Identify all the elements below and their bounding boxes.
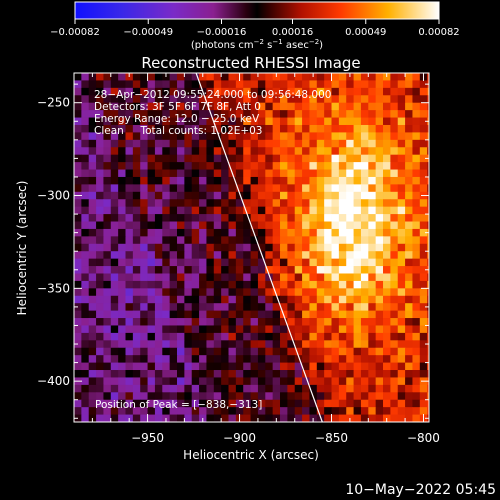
axis-ticks [73, 73, 429, 422]
colorbar-tick-label: 0.00082 [418, 27, 459, 38]
solar-limb-line [195, 73, 323, 422]
y-tick-label: −400 [37, 374, 70, 388]
colorbar-tick-label: −0.00049 [123, 27, 173, 38]
y-tick-label: −250 [37, 96, 70, 110]
annotation-peak: Position of Peak = [−838,−313] [95, 399, 262, 411]
plot-frame [73, 72, 430, 423]
colorbar-tick-label: 0.00016 [272, 27, 313, 38]
colorbar-tick-label: −0.00016 [197, 27, 247, 38]
y-axis-label: Heliocentric Y (arcsec) [15, 181, 29, 316]
axis-tick-labels: −950 −900 −850 −800 −250 −300 −350 −400 [37, 96, 440, 445]
x-tick-label: −800 [407, 431, 440, 445]
y-tick-label: −350 [37, 281, 70, 295]
x-tick-label: −850 [315, 431, 348, 445]
colorbar [74, 1, 440, 20]
heatmap-image [74, 73, 429, 422]
colorbar-units: (photons cm−2 s−1 asec−2) [191, 38, 323, 51]
footer-date: 10−May−2022 05:45 [345, 482, 496, 498]
annotation-detectors: Detectors: 3F 5F 6F 7F 8F, Att 0 [94, 101, 261, 113]
x-tick-label: −900 [223, 431, 256, 445]
chart-title: Reconstructed RHESSI Image [141, 54, 360, 72]
colorbar-tick-label: −0.00082 [50, 27, 100, 38]
colorbar-ticks: −0.00082 −0.00049 −0.00016 0.00016 0.00049 0.… [50, 19, 460, 38]
annotation-time: 28−Apr−2012 09:55:24.000 to 09:56:48.000 [94, 89, 331, 101]
annotation-method: Clean Total counts: 1.02E+03 [94, 125, 263, 137]
x-axis-label: Heliocentric X (arcsec) [183, 448, 319, 462]
annotation-energy: Energy Range: 12.0 − 25.0 keV [94, 113, 260, 125]
y-tick-label: −300 [37, 189, 70, 203]
x-tick-label: −950 [131, 431, 164, 445]
colorbar-tick-label: 0.00049 [345, 27, 386, 38]
